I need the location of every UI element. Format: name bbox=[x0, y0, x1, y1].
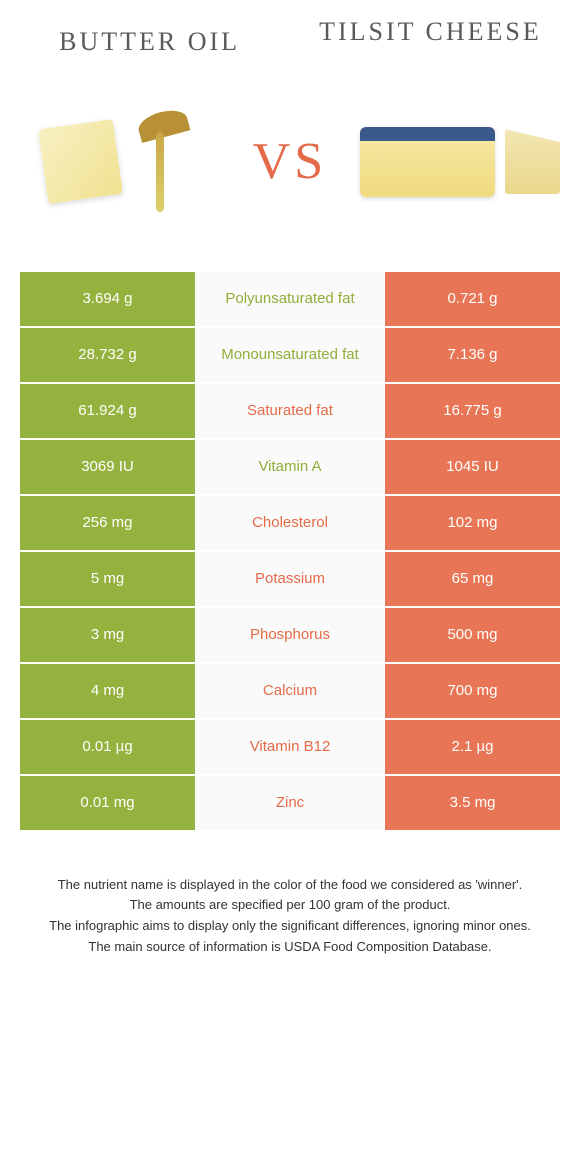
value-right: 700 mg bbox=[385, 664, 560, 718]
value-right: 0.721 g bbox=[385, 272, 560, 326]
nutrient-label: Polyunsaturated fat bbox=[195, 272, 385, 326]
value-right: 1045 IU bbox=[385, 440, 560, 494]
value-left: 0.01 µg bbox=[20, 720, 195, 774]
images-row: VS bbox=[20, 77, 560, 247]
footer-line: The amounts are specified per 100 gram o… bbox=[38, 895, 542, 916]
nutrient-row: 256 mgCholesterol102 mg bbox=[20, 496, 560, 550]
value-right: 3.5 mg bbox=[385, 776, 560, 830]
nutrient-label: Vitamin A bbox=[195, 440, 385, 494]
nutrient-row: 0.01 µgVitamin B122.1 µg bbox=[20, 720, 560, 774]
nutrient-row: 4 mgCalcium700 mg bbox=[20, 664, 560, 718]
nutrient-label: Vitamin B12 bbox=[195, 720, 385, 774]
value-right: 2.1 µg bbox=[385, 720, 560, 774]
nutrient-row: 3 mgPhosphorus500 mg bbox=[20, 608, 560, 662]
value-left: 256 mg bbox=[20, 496, 195, 550]
nutrient-row: 61.924 gSaturated fat16.775 g bbox=[20, 384, 560, 438]
butter-icon bbox=[38, 119, 123, 204]
footer-line: The main source of information is USDA F… bbox=[38, 937, 542, 958]
footer-line: The infographic aims to display only the… bbox=[38, 916, 542, 937]
nutrient-row: 3069 IUVitamin A1045 IU bbox=[20, 440, 560, 494]
value-right: 102 mg bbox=[385, 496, 560, 550]
value-right: 65 mg bbox=[385, 552, 560, 606]
title-right: TILSIT CHEESE bbox=[301, 18, 560, 47]
title-left: BUTTER OIL bbox=[20, 18, 279, 57]
value-right: 16.775 g bbox=[385, 384, 560, 438]
value-left: 61.924 g bbox=[20, 384, 195, 438]
value-left: 3069 IU bbox=[20, 440, 195, 494]
nutrient-label: Potassium bbox=[195, 552, 385, 606]
footer-line: The nutrient name is displayed in the co… bbox=[38, 875, 542, 896]
nutrient-label: Cholesterol bbox=[195, 496, 385, 550]
value-right: 7.136 g bbox=[385, 328, 560, 382]
food-image-left bbox=[20, 92, 220, 232]
value-left: 0.01 mg bbox=[20, 776, 195, 830]
value-left: 5 mg bbox=[20, 552, 195, 606]
cheese-pack-icon bbox=[360, 127, 495, 197]
nutrient-label: Calcium bbox=[195, 664, 385, 718]
nutrient-row: 0.01 mgZinc3.5 mg bbox=[20, 776, 560, 830]
vs-label: VS bbox=[253, 132, 327, 191]
value-left: 3 mg bbox=[20, 608, 195, 662]
value-right: 500 mg bbox=[385, 608, 560, 662]
nutrient-label: Phosphorus bbox=[195, 608, 385, 662]
header: BUTTER OIL TILSIT CHEESE bbox=[20, 18, 560, 57]
food-image-right bbox=[360, 92, 560, 232]
nutrient-row: 28.732 gMonounsaturated fat7.136 g bbox=[20, 328, 560, 382]
value-left: 28.732 g bbox=[20, 328, 195, 382]
nutrient-label: Saturated fat bbox=[195, 384, 385, 438]
cheese-wedge-icon bbox=[505, 129, 560, 194]
value-left: 3.694 g bbox=[20, 272, 195, 326]
nutrient-label: Monounsaturated fat bbox=[195, 328, 385, 382]
oil-icon bbox=[128, 112, 198, 212]
nutrient-row: 3.694 gPolyunsaturated fat0.721 g bbox=[20, 272, 560, 326]
value-left: 4 mg bbox=[20, 664, 195, 718]
nutrient-table: 3.694 gPolyunsaturated fat0.721 g28.732 … bbox=[20, 272, 560, 830]
footer-notes: The nutrient name is displayed in the co… bbox=[20, 875, 560, 958]
nutrient-label: Zinc bbox=[195, 776, 385, 830]
nutrient-row: 5 mgPotassium65 mg bbox=[20, 552, 560, 606]
